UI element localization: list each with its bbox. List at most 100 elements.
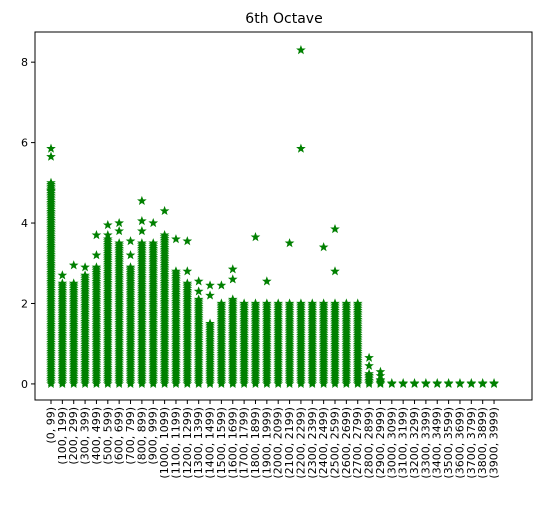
point-column (341, 298, 352, 389)
data-point (205, 280, 215, 290)
point-column (80, 270, 90, 389)
point-column (193, 294, 204, 389)
data-point (137, 226, 147, 236)
point-column (318, 298, 329, 389)
x-tick-label: (3300, 3399) (419, 407, 432, 479)
plot-frame (34, 31, 533, 401)
point-column (421, 378, 431, 389)
data-point (182, 266, 193, 276)
data-point (46, 143, 56, 153)
y-tick-label: 8 (21, 56, 28, 69)
chart-title: 6th Octave (245, 11, 322, 27)
data-point (375, 370, 386, 380)
point-column (250, 298, 261, 389)
point-column (91, 262, 102, 389)
x-tick-label: (2000, 2099) (272, 407, 285, 479)
data-point (296, 45, 306, 55)
data-point (250, 232, 261, 242)
x-tick-label: (900, 999) (147, 407, 160, 465)
point-column (102, 234, 113, 389)
x-tick-label: (400, 499) (90, 407, 103, 465)
data-point (364, 360, 374, 370)
data-point (205, 290, 215, 300)
point-column (398, 378, 408, 389)
point-column (307, 298, 318, 389)
point-column (296, 298, 306, 389)
x-tick-label: (3400, 3499) (431, 407, 444, 479)
x-tick-label: (2600, 2699) (340, 407, 353, 479)
point-column (114, 238, 124, 389)
point-column (273, 298, 284, 389)
x-tick-label: (2800, 2899) (363, 407, 376, 479)
x-tick-label: (1400, 1499) (204, 407, 217, 479)
point-column (171, 266, 181, 389)
point-column (466, 378, 477, 389)
data-point (330, 224, 340, 234)
x-tick-label: (600, 699) (113, 407, 126, 465)
data-point (193, 286, 204, 296)
x-tick-label: (100, 199) (56, 407, 69, 465)
point-column (330, 298, 340, 389)
data-point (284, 238, 295, 248)
data-point (318, 242, 329, 252)
point-column (352, 298, 363, 389)
point-column (137, 238, 147, 389)
x-tick-label: (1800, 1899) (249, 407, 262, 479)
point-column (443, 378, 454, 389)
data-point (227, 274, 238, 284)
x-tick-label: (700, 799) (124, 407, 137, 465)
data-point (125, 236, 136, 246)
data-point (114, 226, 124, 236)
data-point (114, 217, 124, 228)
x-tick-label: (1700, 1799) (238, 407, 251, 479)
point-column (227, 294, 238, 389)
point-column (284, 298, 295, 389)
point-column (432, 378, 443, 389)
data-point (216, 280, 227, 290)
point-column (182, 278, 193, 389)
x-tick-label: (3500, 3599) (442, 407, 455, 479)
data-point (68, 260, 79, 270)
data-point (80, 262, 90, 272)
x-tick-label: (2700, 2799) (351, 407, 364, 479)
point-column (68, 278, 79, 389)
point-column (205, 318, 215, 389)
data-point (57, 270, 68, 280)
points-layer (46, 45, 499, 389)
x-tick-label: (200, 299) (67, 407, 80, 465)
point-column (262, 298, 272, 389)
x-tick-label: (1200, 1299) (181, 407, 194, 479)
point-column (489, 378, 499, 389)
point-column (125, 262, 136, 389)
data-point (330, 266, 340, 276)
x-tick-label: (3100, 3199) (397, 407, 410, 479)
data-point (102, 230, 113, 240)
data-point (296, 143, 306, 153)
x-tick-label: (3200, 3299) (408, 407, 421, 479)
point-column (46, 177, 56, 389)
data-point (102, 219, 113, 230)
data-point (91, 230, 102, 240)
x-tick-label: (500, 599) (101, 407, 114, 465)
data-point (137, 195, 147, 206)
x-tick-label: (1600, 1699) (226, 407, 239, 479)
data-point (193, 276, 204, 286)
x-tick-label: (300, 399) (79, 407, 92, 465)
y-tick-label: 0 (21, 378, 28, 391)
data-point (46, 185, 56, 195)
point-column (148, 238, 159, 389)
data-point (125, 250, 136, 260)
data-point (364, 352, 374, 362)
point-column (477, 378, 488, 389)
data-point (91, 250, 102, 260)
x-tick-label: (1300, 1399) (192, 407, 205, 479)
x-tick-label: (800, 899) (135, 407, 148, 465)
x-axis: (0, 99)(100, 199)(200, 299)(300, 399)(40… (45, 400, 501, 479)
data-point (148, 217, 159, 228)
x-tick-label: (3800, 3899) (476, 407, 489, 479)
data-point (159, 205, 170, 216)
point-column (386, 378, 397, 389)
y-tick-label: 2 (21, 297, 28, 310)
x-tick-label: (2200, 2299) (294, 407, 307, 479)
